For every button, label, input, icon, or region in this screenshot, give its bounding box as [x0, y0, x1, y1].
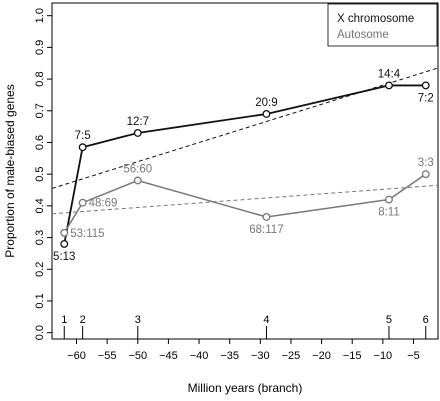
y-tick-label: 0.5 [34, 167, 46, 182]
y-tick-label: 0.3 [34, 230, 46, 245]
data-point [60, 228, 69, 237]
x-tick-label: −50 [128, 350, 147, 362]
trend-line [51, 184, 439, 215]
trend-line [51, 67, 439, 189]
x-axis: −60 −55 −50 −45 −40 −35 −30 −25 −20 −15 −10 −5 [67, 339, 420, 362]
x-tick-label: −35 [220, 350, 239, 362]
x-tick-label: −5 [407, 350, 420, 362]
data-point [385, 195, 393, 204]
data-point [421, 170, 430, 179]
data-point [78, 143, 87, 152]
x-tick-label: −60 [67, 350, 86, 362]
data-point [421, 81, 430, 90]
x-tick-label: −15 [343, 350, 362, 362]
data-points [60, 81, 430, 248]
data-label: 56:60 [123, 164, 152, 176]
series-line [63, 173, 427, 234]
data-label: 12:7 [127, 116, 149, 128]
data-label: 5:13 [53, 251, 75, 263]
x-tick-label: −40 [190, 350, 209, 362]
branch-label: 3 [135, 314, 141, 326]
data-point [262, 213, 271, 221]
data-point [133, 129, 142, 137]
legend-entry-autosome: Autosome [337, 29, 389, 41]
y-tick-label: 0.4 [34, 198, 46, 213]
y-tick-label: 0.7 [34, 103, 46, 118]
legend: X chromosome Autosome [327, 3, 438, 47]
data-point [262, 109, 271, 118]
branch-markers: 1 2 3 4 5 6 [61, 314, 429, 339]
data-labels: 5:13 7:5 12:7 20:9 14:4 7:2 53:115 48:69 56:60 68… [53, 68, 434, 262]
y-axis-title: Proportion of male-biased genes [3, 84, 17, 257]
x-tick-label: −55 [98, 350, 117, 362]
branch-label: 1 [61, 314, 67, 326]
y-tick-label: 0.6 [34, 135, 46, 150]
y-tick-label: 0.9 [34, 40, 46, 55]
legend-box [327, 3, 438, 47]
legend-entry-x-chromosome: X chromosome [337, 13, 414, 25]
data-label: 8:11 [378, 207, 400, 219]
x-tick-label: −25 [282, 350, 301, 362]
y-tick-label: 0.2 [34, 262, 46, 277]
series-line [63, 84, 426, 245]
data-label: 7:5 [75, 130, 91, 142]
series-lines [63, 84, 427, 245]
branch-label: 2 [80, 314, 86, 326]
data-label: 7:2 [418, 92, 434, 104]
data-label: 20:9 [255, 97, 277, 109]
y-tick-label: 0.8 [34, 71, 46, 86]
data-label: 53:115 [70, 228, 104, 240]
data-point [133, 176, 142, 185]
branch-label: 5 [386, 314, 392, 326]
y-tick-label: 0.1 [34, 293, 46, 308]
trend-lines [51, 67, 439, 215]
data-label: 14:4 [378, 68, 401, 80]
data-label: 48:69 [89, 198, 118, 210]
data-label: 3:3 [418, 157, 434, 169]
y-axis: 0.0 0.1 0.2 0.3 0.4 0.5 0.6 0.7 0.8 0.9 1.0 [34, 8, 52, 340]
x-tick-label: −45 [159, 350, 178, 362]
x-tick-label: −10 [374, 350, 393, 362]
y-tick-label: 0.0 [34, 325, 46, 340]
data-point [385, 81, 393, 90]
x-axis-title: Million years (branch) [188, 381, 303, 395]
branch-label: 6 [423, 314, 429, 326]
data-point [60, 239, 69, 248]
data-label: 68:117 [249, 224, 283, 236]
y-tick-label: 1.0 [34, 8, 46, 23]
branch-label: 4 [263, 314, 269, 326]
x-tick-label: −20 [312, 350, 331, 362]
data-point [78, 198, 87, 207]
x-tick-label: −30 [251, 350, 270, 362]
plot-frame [51, 2, 439, 340]
